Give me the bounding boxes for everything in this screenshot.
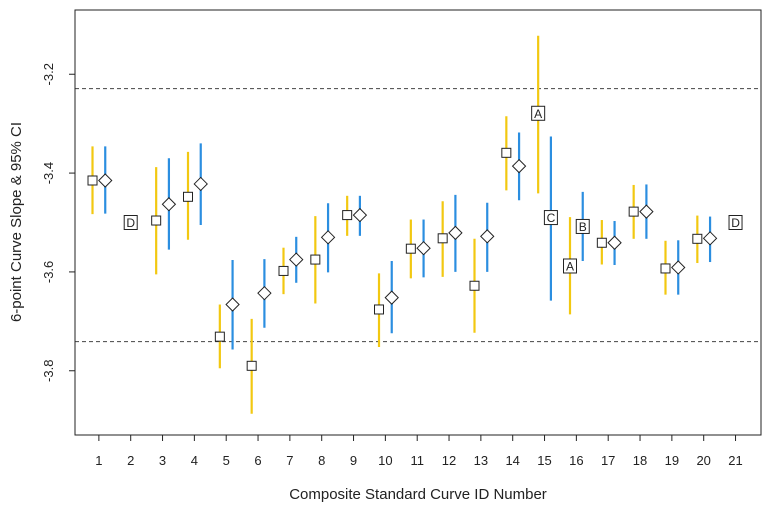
x-tick-label: 15 <box>537 453 551 468</box>
square-marker <box>151 215 162 226</box>
square-marker <box>374 304 385 315</box>
y-tick-label: -3.2 <box>41 63 56 85</box>
x-tick-label: 12 <box>442 453 456 468</box>
x-axis: 1 2 3 4 5 6 7 8 9 10 11 12 13 14 15 16 17 18 19 20 21 <box>95 435 743 468</box>
y-tick-label: -3.6 <box>41 261 56 283</box>
x-tick-label: 21 <box>728 453 742 468</box>
x-tick-label: 9 <box>350 453 357 468</box>
y-tick-label: -3.4 <box>41 162 56 184</box>
square-marker <box>437 233 448 244</box>
letter-label: D <box>731 216 740 230</box>
square-marker <box>596 237 607 248</box>
letter-label-box <box>563 258 578 274</box>
x-tick-label: 19 <box>665 453 679 468</box>
letter-label-box <box>543 210 558 226</box>
x-tick-label: 2 <box>127 453 134 468</box>
diamond-marker <box>225 297 240 312</box>
x-tick-label: 4 <box>191 453 198 468</box>
plot-frame <box>74 9 762 436</box>
x-tick-label: 3 <box>159 453 166 468</box>
letter-label: A <box>534 107 542 121</box>
letter-label-box <box>728 215 743 230</box>
square-marker <box>214 331 225 342</box>
x-tick-label: 7 <box>286 453 293 468</box>
letter-labels: D D A C A B <box>123 105 743 274</box>
x-tick-label: 20 <box>696 453 710 468</box>
x-tick-label: 13 <box>474 453 488 468</box>
letter-label-box <box>123 215 138 230</box>
x-tick-label: 11 <box>410 453 424 468</box>
square-marker <box>87 175 98 186</box>
x-tick-label: 14 <box>505 453 519 468</box>
diamond-marker <box>607 235 622 250</box>
y-axis-title: 6-point Curve Slope & 95% CI <box>8 122 25 322</box>
square-marker <box>342 210 353 221</box>
x-tick-label: 6 <box>254 453 261 468</box>
square-marker <box>405 243 416 254</box>
diamond-marker <box>480 229 495 244</box>
diamond-marker <box>289 252 304 267</box>
x-tick-label: 10 <box>378 453 392 468</box>
diamond-marker <box>352 207 368 223</box>
letter-label: B <box>579 220 587 234</box>
letter-label-box <box>531 105 546 121</box>
diamond-marker <box>416 240 431 256</box>
letter-label-box <box>575 218 590 234</box>
square-marker <box>660 263 671 274</box>
diamond-marker <box>193 176 208 192</box>
diamond-marker <box>702 231 718 246</box>
square-marker <box>278 265 289 276</box>
diamond-marker <box>511 158 527 174</box>
square-marker <box>628 206 639 217</box>
reference-lines <box>75 88 761 343</box>
letter-label: C <box>547 211 556 225</box>
x-tick-label: 16 <box>569 453 583 468</box>
square-marker <box>246 360 257 371</box>
y-tick-label: -3.8 <box>41 360 56 382</box>
point-markers <box>87 147 718 371</box>
x-tick-label: 8 <box>318 453 325 468</box>
diamond-marker <box>320 230 336 245</box>
diamond-marker <box>257 285 272 301</box>
diamond-marker <box>671 260 686 275</box>
x-tick-label: 5 <box>223 453 230 468</box>
letter-label: D <box>126 216 135 230</box>
diamond-marker <box>639 204 654 219</box>
letter-label: A <box>566 259 574 273</box>
diamond-marker <box>384 290 399 305</box>
x-tick-label: 17 <box>601 453 615 468</box>
x-axis-title: Composite Standard Curve ID Number <box>289 486 547 503</box>
square-marker <box>501 147 512 158</box>
diamond-marker <box>161 197 177 212</box>
x-tick-label: 18 <box>633 453 647 468</box>
square-marker <box>469 280 480 291</box>
square-marker <box>310 254 321 265</box>
diamond-marker <box>98 173 113 188</box>
square-marker <box>183 191 194 202</box>
y-axis: -3.2 -3.4 -3.6 -3.8 <box>41 63 75 382</box>
diamond-marker <box>448 225 463 241</box>
square-marker <box>692 233 703 244</box>
confidence-intervals <box>91 35 712 414</box>
x-tick-label: 1 <box>95 453 102 468</box>
